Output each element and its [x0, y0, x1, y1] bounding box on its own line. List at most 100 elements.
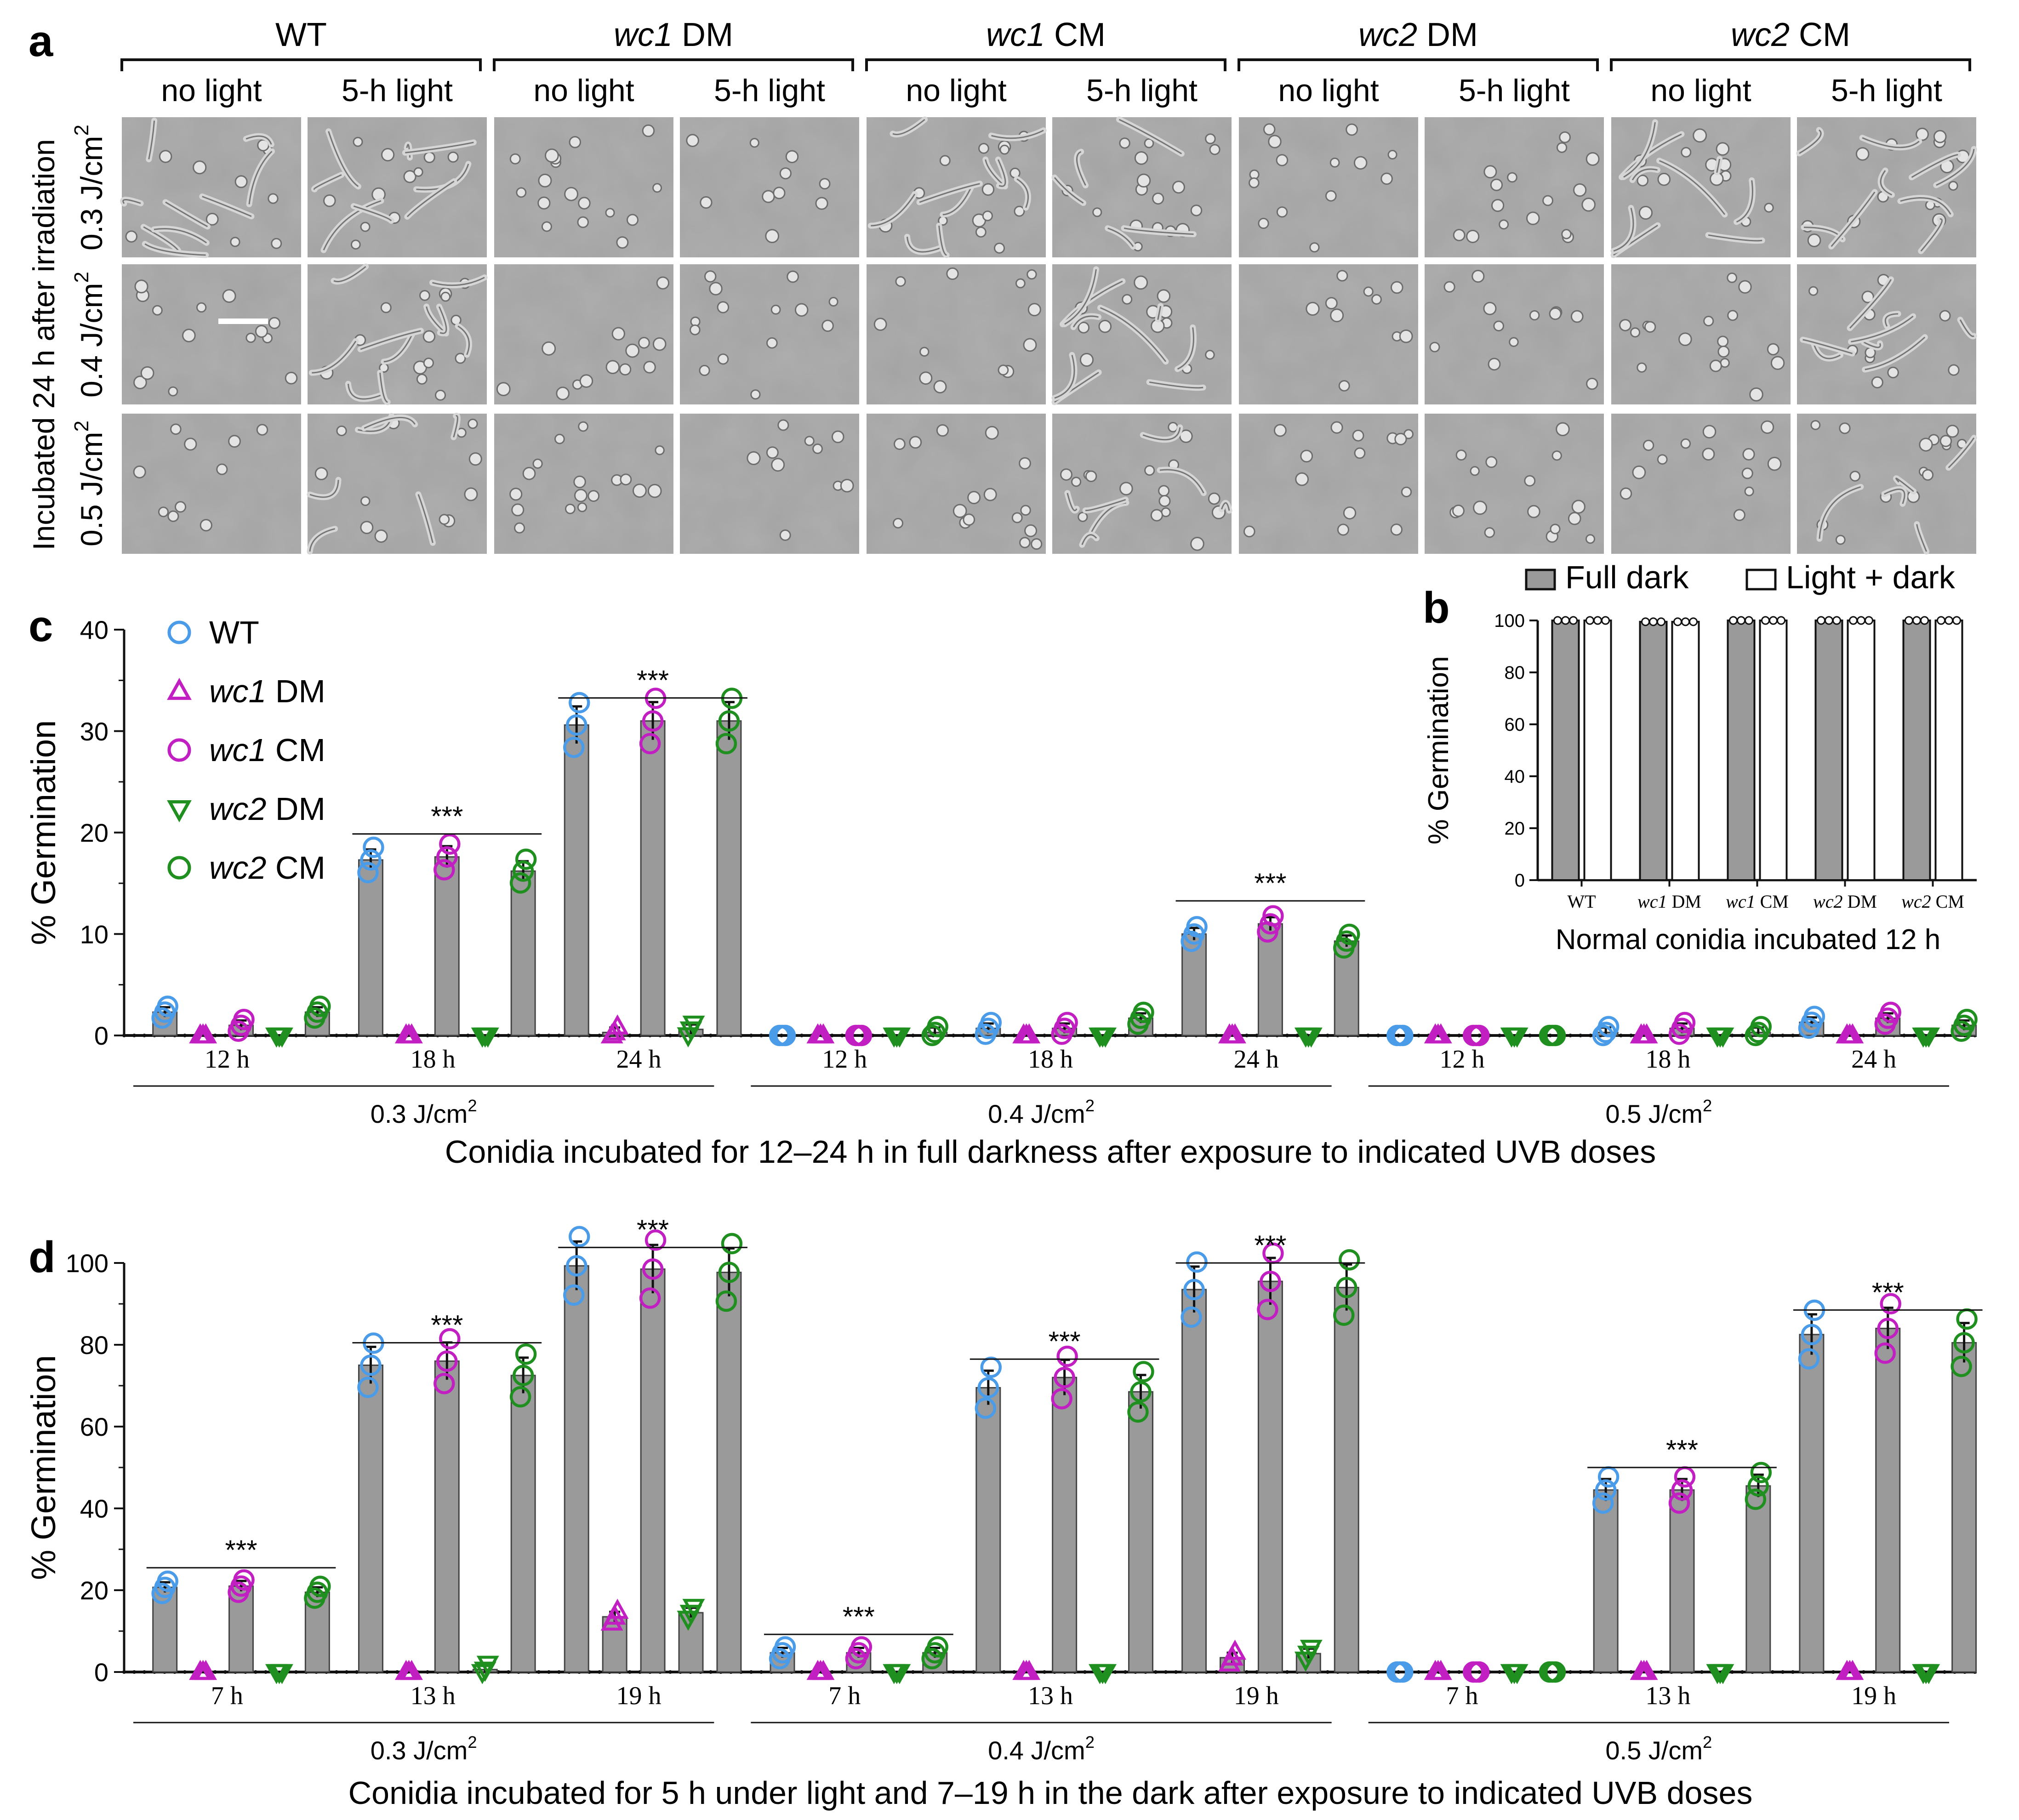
legend-label-0: WT: [209, 614, 259, 650]
panel-d-point: [1183, 1279, 1205, 1301]
panel-d-ytick-label: 20: [80, 1576, 108, 1605]
panel-c-point: [639, 733, 661, 755]
panel-c-point: [1186, 916, 1208, 938]
panel-c-xlabel: Conidia incubated for 12–24 h in full da…: [445, 1134, 1656, 1170]
conidium: [1855, 147, 1870, 161]
b-point: [1601, 616, 1610, 625]
conidium: [1343, 506, 1357, 520]
panel-c-baseline-dot: [466, 1034, 470, 1037]
conidium: [1839, 422, 1851, 434]
micrograph-texture-3-0-0: [1239, 117, 1418, 257]
panel-d-dose-label-2: 0.5 J/cm2: [1605, 1733, 1712, 1765]
b-point: [1817, 616, 1825, 625]
strain-header-0-prefix: WT: [275, 17, 327, 53]
panel-c-baseline-dot: [1376, 1034, 1380, 1037]
row-dose-sup-1: 2: [70, 272, 93, 283]
panel-d-sig-stars: ***: [431, 1310, 463, 1341]
hypha-edge: [1107, 228, 1134, 247]
conidium: [963, 513, 975, 526]
conidium: [1742, 448, 1755, 461]
hypha-edge: [1659, 160, 1726, 215]
conidium: [1452, 504, 1465, 517]
b-point: [1825, 616, 1833, 625]
strain-header-1: wc1 DM: [614, 17, 733, 53]
strain-bracket-3: [1238, 58, 1599, 71]
panel-d-baseline-dot: [1912, 1670, 1916, 1674]
conidium: [686, 134, 699, 147]
legend-swatch-light-dark: [1745, 569, 1777, 591]
conidium: [1466, 229, 1480, 243]
conidium: [1152, 192, 1164, 205]
panel-c-baseline-dot: [1568, 1034, 1572, 1037]
hypha-edge: [1802, 339, 1853, 354]
panel-c-baseline-dot: [1154, 1034, 1158, 1037]
conidium: [1470, 466, 1480, 476]
scale-bar: [218, 318, 268, 324]
conidium: [1717, 336, 1729, 347]
b-point: [1945, 616, 1953, 625]
conidium: [1371, 294, 1382, 305]
conidium: [999, 144, 1010, 155]
panel-c-point: [1018, 1023, 1041, 1044]
conidium: [982, 210, 993, 222]
panel-c-baseline-dot: [1124, 1034, 1127, 1037]
panel-c-point: [436, 846, 458, 868]
b-bar-3-0: [1814, 620, 1843, 881]
row-dose-label-2: 0.5 J/cm2: [70, 421, 108, 546]
panel-d-baseline-dot: [1285, 1670, 1289, 1674]
strain-header-3-prefix: wc2: [1358, 17, 1417, 53]
conidium: [1352, 429, 1364, 442]
hypha-edge: [360, 330, 421, 350]
hypha-edge: [406, 181, 455, 217]
panel-c-baseline-dot: [1366, 1034, 1370, 1037]
conidium: [574, 489, 587, 502]
hypha-edge: [309, 528, 336, 552]
panel-c-point: [927, 1016, 948, 1037]
legend-label-light-dark: Light + dark: [1786, 559, 1956, 595]
condition-label-3-1: 5-h light: [1459, 73, 1570, 108]
conidium: [314, 467, 328, 480]
conidium: [125, 230, 138, 243]
panel-a-micrographs: WT no light 5-h light wc1 DM no light 5-h lig…: [27, 17, 1977, 555]
panel-c-baseline-dot: [952, 1034, 955, 1037]
conidium: [1887, 366, 1899, 379]
panel-c-ytick-label: 20: [80, 819, 108, 847]
panel-d-baseline-dot: [1215, 1670, 1218, 1674]
conidium: [1330, 421, 1343, 434]
conidium: [1581, 197, 1596, 212]
conidium: [1122, 294, 1133, 305]
hypha-edge: [383, 332, 414, 363]
panel-c-point: [980, 1012, 1002, 1034]
conidium: [647, 483, 662, 498]
panel-d-baseline-dot: [1043, 1670, 1046, 1674]
conidium: [360, 222, 371, 232]
conidium: [1060, 468, 1072, 481]
panel-c-point: [1506, 1027, 1529, 1048]
panel-c-baseline-dot: [395, 1034, 399, 1037]
conidium: [1014, 205, 1025, 217]
panel-c-point: [1392, 1024, 1414, 1046]
panel-c-baseline-dot: [537, 1034, 541, 1037]
panel-d-bar: [975, 1387, 1001, 1673]
panel-d-time-label: 7 h: [1446, 1682, 1478, 1710]
conidium: [1443, 281, 1455, 293]
panel-c-point: [774, 1024, 796, 1046]
conidium: [509, 488, 523, 501]
strain-bracket-2: [865, 58, 1226, 71]
conidium: [403, 170, 416, 183]
conidium: [1933, 130, 1947, 143]
panel-d-point: [1336, 1277, 1357, 1298]
panel-c-time-label: 12 h: [1440, 1045, 1485, 1074]
panel-d-point: [639, 1287, 661, 1309]
panel-c-time-label: 12 h: [205, 1045, 250, 1074]
panel-d-baseline-dot: [183, 1670, 187, 1674]
condition-label-0-0: no light: [161, 73, 262, 108]
legend-label-3: wc2 DM: [209, 791, 325, 827]
hypha-edge: [1159, 469, 1204, 494]
conidium: [1157, 289, 1171, 303]
panel-c-bar: [1257, 923, 1283, 1036]
conidium: [1524, 475, 1536, 487]
conidium: [1024, 524, 1038, 537]
conidium: [1276, 154, 1289, 166]
condition-label-1-0: no light: [533, 73, 634, 108]
